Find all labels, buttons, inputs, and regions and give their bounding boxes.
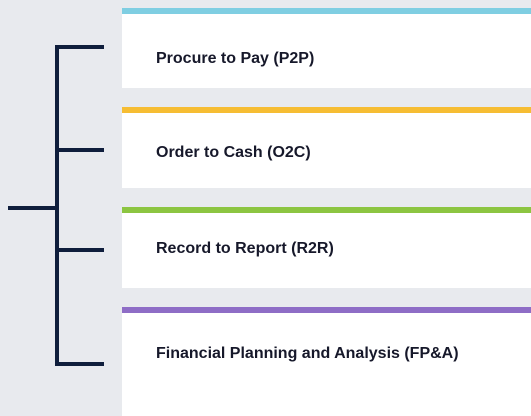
process-card: Order to Cash (O2C) bbox=[122, 107, 531, 188]
card-label: Financial Planning and Analysis (FP&A) bbox=[156, 345, 459, 362]
process-card: Procure to Pay (P2P) bbox=[122, 8, 531, 88]
card-accent bbox=[122, 107, 531, 113]
card-accent bbox=[122, 307, 531, 313]
card-label: Record to Report (R2R) bbox=[156, 240, 334, 257]
card-label: Procure to Pay (P2P) bbox=[156, 50, 315, 67]
card-label: Order to Cash (O2C) bbox=[156, 144, 311, 161]
process-card: Record to Report (R2R) bbox=[122, 207, 531, 288]
card-accent bbox=[122, 8, 531, 14]
card-accent bbox=[122, 207, 531, 213]
process-card: Financial Planning and Analysis (FP&A) bbox=[122, 307, 531, 416]
